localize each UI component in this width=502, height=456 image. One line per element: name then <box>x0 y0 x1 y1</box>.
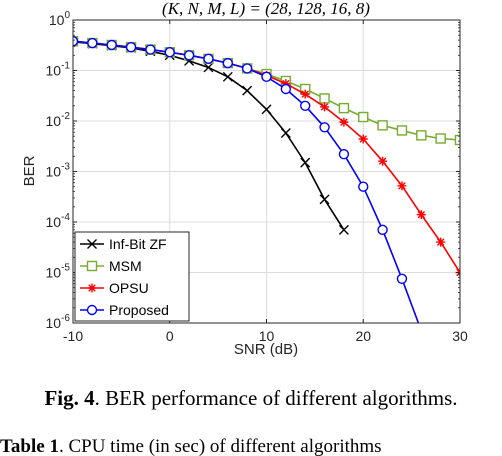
y-tick-label: 10-1 <box>46 61 71 79</box>
data-point-proposed <box>300 100 311 111</box>
y-tick-label: 10-5 <box>46 263 71 281</box>
data-point-msm <box>454 134 460 146</box>
x-tick-label: 30 <box>452 328 468 344</box>
series-layer <box>73 36 460 323</box>
data-point-proposed <box>73 36 79 47</box>
series-proposed <box>73 36 420 323</box>
data-point-inf-bit-zf <box>280 127 291 138</box>
data-point-inf-bit-zf <box>222 71 233 82</box>
data-point-opsu <box>339 117 349 127</box>
caption-label: Fig. 4 <box>44 386 95 410</box>
data-point-msm <box>319 93 330 104</box>
y-tick-label: 100 <box>49 10 71 28</box>
data-point-opsu <box>358 134 368 144</box>
x-axis-label: SNR (dB) <box>234 341 298 358</box>
data-point-opsu <box>397 181 407 191</box>
data-point-proposed <box>338 149 350 160</box>
data-point-inf-bit-zf <box>300 157 311 168</box>
data-point-opsu <box>281 79 291 89</box>
data-point-proposed <box>358 181 369 192</box>
next-caption-text: . CPU time (in sec) of different algorit… <box>58 436 382 456</box>
data-point-msm <box>435 133 446 144</box>
y-tick-label: 10-2 <box>46 111 71 129</box>
legend-label-opsu: OPSU <box>109 280 149 296</box>
data-point-proposed <box>377 224 388 236</box>
legend-marker-inf-bit-zf <box>87 239 97 249</box>
next-caption-label: Table 1 <box>0 436 59 456</box>
data-point-inf-bit-zf <box>203 62 214 73</box>
data-point-msm <box>338 102 350 114</box>
data-point-proposed <box>222 57 234 69</box>
data-point-proposed <box>106 39 117 51</box>
data-point-msm <box>358 111 369 123</box>
y-tick-label: 10-6 <box>46 313 71 331</box>
x-tick-label: 10 <box>259 328 275 344</box>
data-point-proposed <box>145 44 156 55</box>
x-tick-label: 0 <box>166 328 174 344</box>
chart-title: (K, N, M, L) = (28, 128, 16, 8) <box>162 0 370 18</box>
next-caption: Table 1. CPU time (in sec) of different … <box>0 436 502 456</box>
data-point-opsu <box>320 102 330 112</box>
legend-label-proposed: Proposed <box>109 302 169 318</box>
legend-label-msm: MSM <box>109 258 142 274</box>
data-point-msm <box>416 130 427 141</box>
legend-marker-opsu <box>87 283 97 293</box>
data-point-proposed <box>87 37 98 49</box>
data-point-opsu <box>416 210 426 220</box>
data-point-proposed <box>241 63 253 74</box>
data-point-proposed <box>396 273 408 285</box>
data-point-inf-bit-zf <box>319 194 330 205</box>
y-tick-label: 10-4 <box>46 212 71 230</box>
data-point-proposed <box>183 50 195 61</box>
data-point-proposed <box>164 47 175 58</box>
data-point-proposed <box>280 83 292 95</box>
caption-text: . BER performance of different algorithm… <box>94 386 458 410</box>
data-point-inf-bit-zf <box>338 224 349 235</box>
legend-marker-proposed <box>86 304 98 316</box>
data-point-msm <box>377 120 388 131</box>
data-point-inf-bit-zf <box>242 85 253 96</box>
legend: Inf-Bit ZF MSM OPSU Proposed <box>74 231 190 322</box>
data-point-proposed <box>125 41 137 53</box>
data-point-proposed <box>261 71 272 83</box>
data-point-inf-bit-zf <box>261 104 272 115</box>
data-point-opsu <box>436 237 446 247</box>
axes-ticks: -10 0 10 20 30 100 10-1 10-2 10-3 10-4 10-5 10-6 <box>46 10 468 344</box>
x-tick-label: -10 <box>63 328 83 344</box>
figure-caption: Fig. 4. BER performance of different alg… <box>0 386 502 411</box>
y-tick-label: 10-3 <box>46 162 71 180</box>
ber-figure: (K, N, M, L) = (28, 128, 16, 8) -10 0 10 20… <box>21 0 468 358</box>
data-point-opsu <box>300 89 310 99</box>
y-axis-label: BER <box>21 155 38 186</box>
data-point-proposed <box>203 53 214 65</box>
data-point-msm <box>396 125 408 136</box>
legend-marker-msm <box>86 260 98 272</box>
x-tick-label: 20 <box>355 328 371 344</box>
legend-label-inf-bit-zf: Inf-Bit ZF <box>109 236 167 252</box>
data-point-opsu <box>378 156 388 166</box>
data-point-proposed <box>319 122 330 133</box>
